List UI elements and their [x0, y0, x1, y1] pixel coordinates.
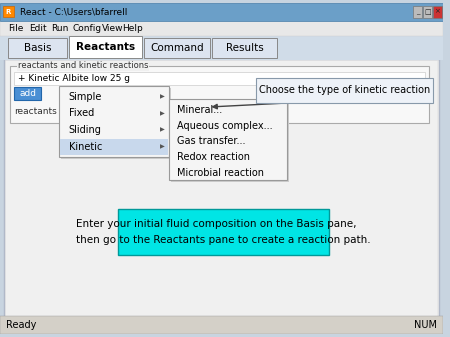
Text: Aqueous complex...: Aqueous complex... [177, 121, 273, 131]
Text: Results: Results [226, 43, 264, 53]
Text: ×: × [434, 9, 440, 14]
Text: Enter your initial fluid composition on the Basis pane,
then go to the Reactants: Enter your initial fluid composition on … [76, 219, 371, 245]
Text: Redox reaction: Redox reaction [177, 152, 250, 162]
Text: Kinetic: Kinetic [69, 142, 102, 152]
Text: React - C:\Users\bfarrell: React - C:\Users\bfarrell [20, 7, 127, 16]
Text: _: _ [416, 9, 419, 14]
Text: Choose the type of kinetic reaction: Choose the type of kinetic reaction [259, 85, 430, 95]
Text: ▶: ▶ [160, 94, 165, 99]
Bar [8, 38, 67, 58]
Text: View: View [102, 24, 124, 33]
Bar [69, 36, 142, 58]
Bar [3, 6, 14, 17]
Text: Basis: Basis [23, 43, 51, 53]
Bar [10, 66, 429, 123]
Text: Run: Run [51, 24, 68, 33]
Text: Microbial reaction: Microbial reaction [177, 168, 264, 178]
Bar [0, 315, 442, 334]
Text: reactants: reactants [14, 107, 57, 116]
Bar [61, 88, 171, 159]
Text: Mineral...: Mineral... [177, 105, 222, 115]
Bar [423, 6, 432, 18]
Bar [256, 78, 432, 103]
Bar [4, 59, 439, 326]
Bar [60, 139, 168, 155]
Text: □: □ [424, 9, 431, 14]
Bar [212, 38, 277, 58]
Text: ▶: ▶ [160, 111, 165, 116]
Bar [59, 86, 169, 157]
Text: Sliding: Sliding [69, 125, 102, 135]
Text: Config: Config [73, 24, 102, 33]
Text: Fixed: Fixed [69, 109, 94, 118]
Bar [0, 21, 442, 36]
Text: Reactants: Reactants [76, 42, 135, 52]
Bar [14, 87, 41, 100]
Bar [0, 315, 442, 316]
Bar [171, 101, 289, 182]
Bar [169, 99, 287, 180]
Text: reactants and kinetic reactions: reactants and kinetic reactions [18, 61, 148, 70]
Text: Gas transfer...: Gas transfer... [177, 136, 246, 147]
Text: R: R [6, 9, 11, 14]
Text: Help: Help [122, 24, 143, 33]
Text: Ready: Ready [6, 320, 36, 330]
Text: NUM: NUM [414, 320, 436, 330]
Bar [0, 36, 442, 60]
Bar [6, 61, 436, 324]
Bar [413, 6, 422, 18]
Bar [14, 72, 425, 85]
Bar [432, 6, 441, 18]
Bar [144, 38, 211, 58]
Text: ▶: ▶ [160, 128, 165, 133]
Text: Edit: Edit [30, 24, 47, 33]
Text: + Kinetic Albite low 25 g: + Kinetic Albite low 25 g [18, 74, 130, 83]
Bar [118, 209, 329, 254]
Text: Command: Command [150, 43, 204, 53]
Text: add: add [19, 89, 36, 98]
FancyArrowPatch shape [213, 103, 283, 109]
Text: Simple: Simple [69, 92, 102, 102]
Text: File: File [8, 24, 23, 33]
Bar [0, 3, 442, 21]
Text: ▶: ▶ [160, 144, 165, 149]
